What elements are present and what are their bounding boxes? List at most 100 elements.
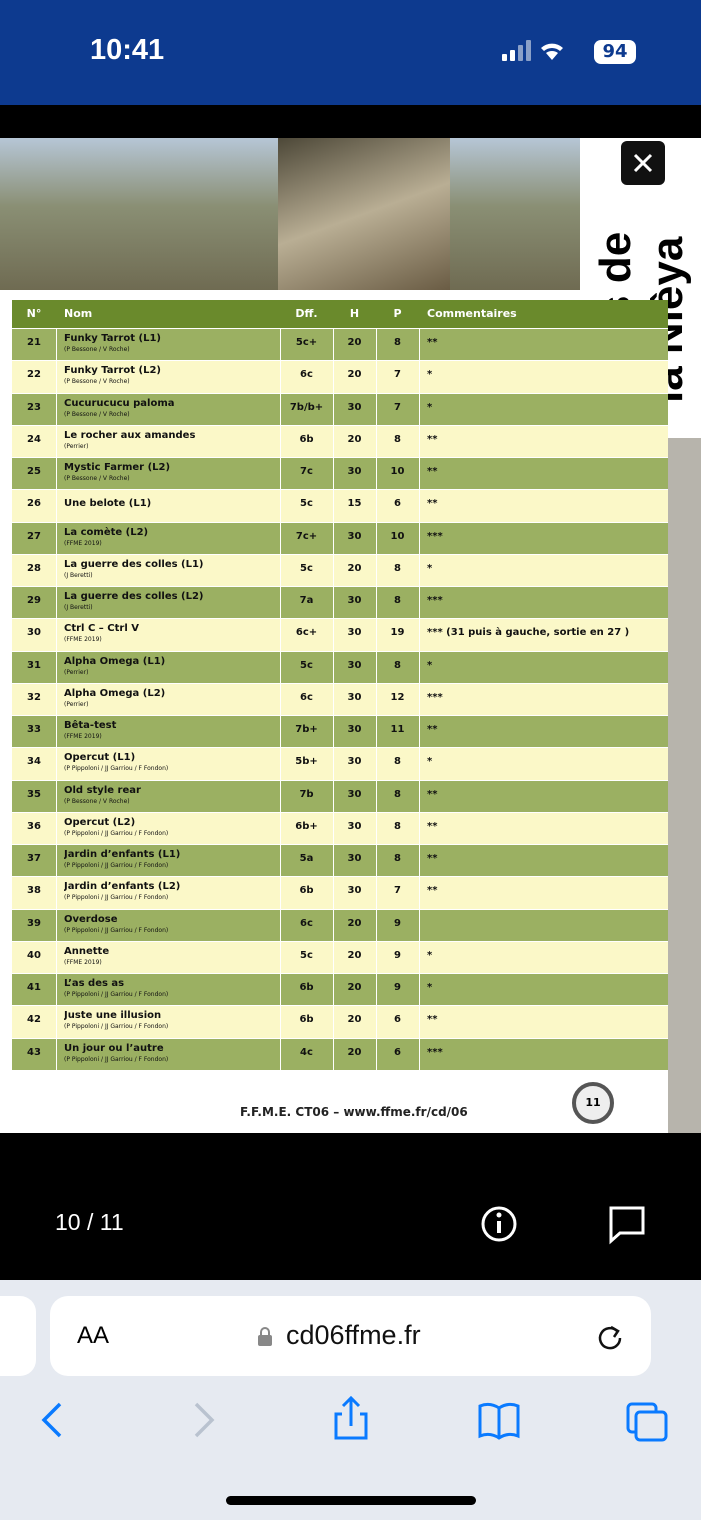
- nav-icons[interactable]: [0, 1390, 701, 1450]
- cell-name: Opercut (L1): [64, 752, 136, 764]
- cell-name: Une belote (L1): [64, 498, 152, 510]
- table-row: 36 Opercut (L2) 6b+ 30 8 ** (P Pippoloni / JJ …: [12, 811, 668, 845]
- page-counter: 10 / 11: [55, 1209, 124, 1235]
- cell-comment: *: [427, 369, 433, 381]
- cell-border: [280, 909, 281, 941]
- table-row: 25 Mystic Farmer (L2) 7c 30 10 ** (P Bessone /…: [12, 457, 668, 490]
- cell-n: 27: [27, 530, 41, 542]
- cell-border: [56, 554, 57, 587]
- cell-border: [56, 683, 57, 716]
- cell-border: [56, 458, 57, 490]
- cell-p: 8: [394, 820, 401, 832]
- cell-h: 20: [347, 949, 362, 961]
- signal-wifi: [502, 40, 563, 61]
- close-button[interactable]: [621, 141, 665, 185]
- cell-n: 21: [27, 337, 41, 348]
- cell-comment: **: [427, 724, 438, 736]
- cell-border: [333, 393, 334, 425]
- cell-border: [280, 458, 281, 490]
- cell-diff: 6b: [299, 982, 314, 994]
- cell-p: 8: [394, 756, 401, 768]
- cell-h: 30: [347, 788, 362, 800]
- table-row: 26 Une belote (L1) 5c 15 6 **: [12, 489, 668, 522]
- cell-author: (P Pippoloni / JJ Garriou / F Fondon): [64, 926, 169, 934]
- table-row: 39 Overdose 6c 20 9 (P Pippoloni / JJ Garriou…: [12, 908, 668, 941]
- cell-h: 30: [347, 691, 362, 703]
- cell-border: [333, 780, 334, 812]
- cell-border: [56, 490, 57, 522]
- header-cell: Commentaires: [427, 307, 517, 320]
- cell-n: 31: [27, 659, 41, 671]
- url-bar[interactable]: AA cd06ffme.fr: [50, 1296, 651, 1376]
- header-cell: N°: [26, 307, 42, 320]
- header-cell: Nom: [64, 307, 93, 320]
- cell-border: [419, 554, 420, 587]
- table-row: 41 L’as des as 6b 20 9 * (P Pippoloni / JJ Gar…: [12, 973, 668, 1006]
- cell-border: [280, 361, 281, 393]
- table-row: 31 Alpha Omega (L1) 5c 30 8 * (Perrier): [12, 650, 668, 683]
- cell-border: [333, 522, 334, 554]
- reload[interactable]: [595, 1322, 625, 1352]
- cell-n: 41: [27, 982, 41, 994]
- cell-border: [333, 748, 334, 780]
- cell-border: [280, 393, 281, 425]
- cell-border: [376, 974, 377, 1006]
- status-bar: 10:41 94: [0, 0, 701, 105]
- cell-name: Le rocher aux amandes: [64, 429, 196, 441]
- cell-name: Ctrl C – Ctrl V: [64, 623, 139, 635]
- cell-name: Cucurucucu paloma: [64, 397, 175, 409]
- cell-author: (FFME 2019): [64, 539, 102, 547]
- cell-n: 22: [27, 369, 41, 381]
- cell-author: (J Beretti): [64, 604, 93, 612]
- text-size-button[interactable]: AA: [77, 1322, 110, 1349]
- cell-border: [56, 845, 57, 877]
- cell-name: Annette: [64, 945, 110, 957]
- cell-border: [376, 619, 377, 651]
- cell-border: [419, 909, 420, 941]
- cell-border: [280, 974, 281, 1006]
- table-row: 24 Le rocher aux amandes 6b 20 8 ** (Perrier): [12, 424, 668, 458]
- cell-border: [280, 748, 281, 780]
- cell-h: 20: [347, 562, 362, 574]
- cell-p: 8: [394, 433, 401, 445]
- table-row: 32 Alpha Omega (L2) 6c 30 12 *** (Perrier): [12, 682, 668, 716]
- cell-border: [419, 812, 420, 845]
- cell-border: [56, 716, 57, 748]
- cell-author: (FFME 2019): [64, 958, 102, 966]
- cell-p: 10: [390, 466, 405, 478]
- cell-name: Funky Tarrot (L1): [64, 333, 161, 344]
- cell-diff: 7c: [300, 466, 313, 478]
- cell-p: 6: [394, 1014, 401, 1026]
- cell-border: [56, 619, 57, 651]
- cell-border: [333, 490, 334, 522]
- cell-author: (Perrier): [64, 700, 89, 708]
- cell-comment: ***: [427, 691, 443, 703]
- cell-border: [333, 812, 334, 845]
- cell-border: [280, 490, 281, 522]
- cell-border: [333, 941, 334, 974]
- table-row: 38 Jardin d’enfants (L2) 6b 30 7 ** (P Pippolo…: [12, 876, 668, 909]
- cell-border: [280, 522, 281, 554]
- viewer-icons[interactable]: [478, 1203, 658, 1245]
- cell-h: 30: [347, 853, 362, 865]
- cell-n: 25: [27, 466, 41, 478]
- cell-border: [419, 361, 420, 393]
- cell-name: L’as des as: [64, 978, 125, 990]
- cell-author: (P Pippoloni / JJ Garriou / F Fondon): [64, 765, 169, 773]
- cell-border: [333, 845, 334, 877]
- cell-n: 23: [27, 401, 41, 413]
- cell-diff: 4c: [300, 1046, 313, 1058]
- cell-comment: ***: [427, 530, 443, 542]
- cell-border: [333, 909, 334, 941]
- cell-border: [419, 490, 420, 522]
- rock-edge: [668, 438, 701, 1133]
- cell-border: [419, 877, 420, 909]
- cell-h: 30: [347, 820, 362, 832]
- cell-comment: *: [427, 401, 433, 413]
- cell-h: 30: [347, 724, 362, 736]
- cell-comment: *** (31 puis à gauche, sortie en 27 ): [427, 627, 630, 639]
- photo-rock: [278, 138, 450, 290]
- cell-p: 7: [394, 369, 401, 381]
- table-row: 27 La comète (L2) 7c+ 30 10 *** (FFME 2019): [12, 521, 668, 554]
